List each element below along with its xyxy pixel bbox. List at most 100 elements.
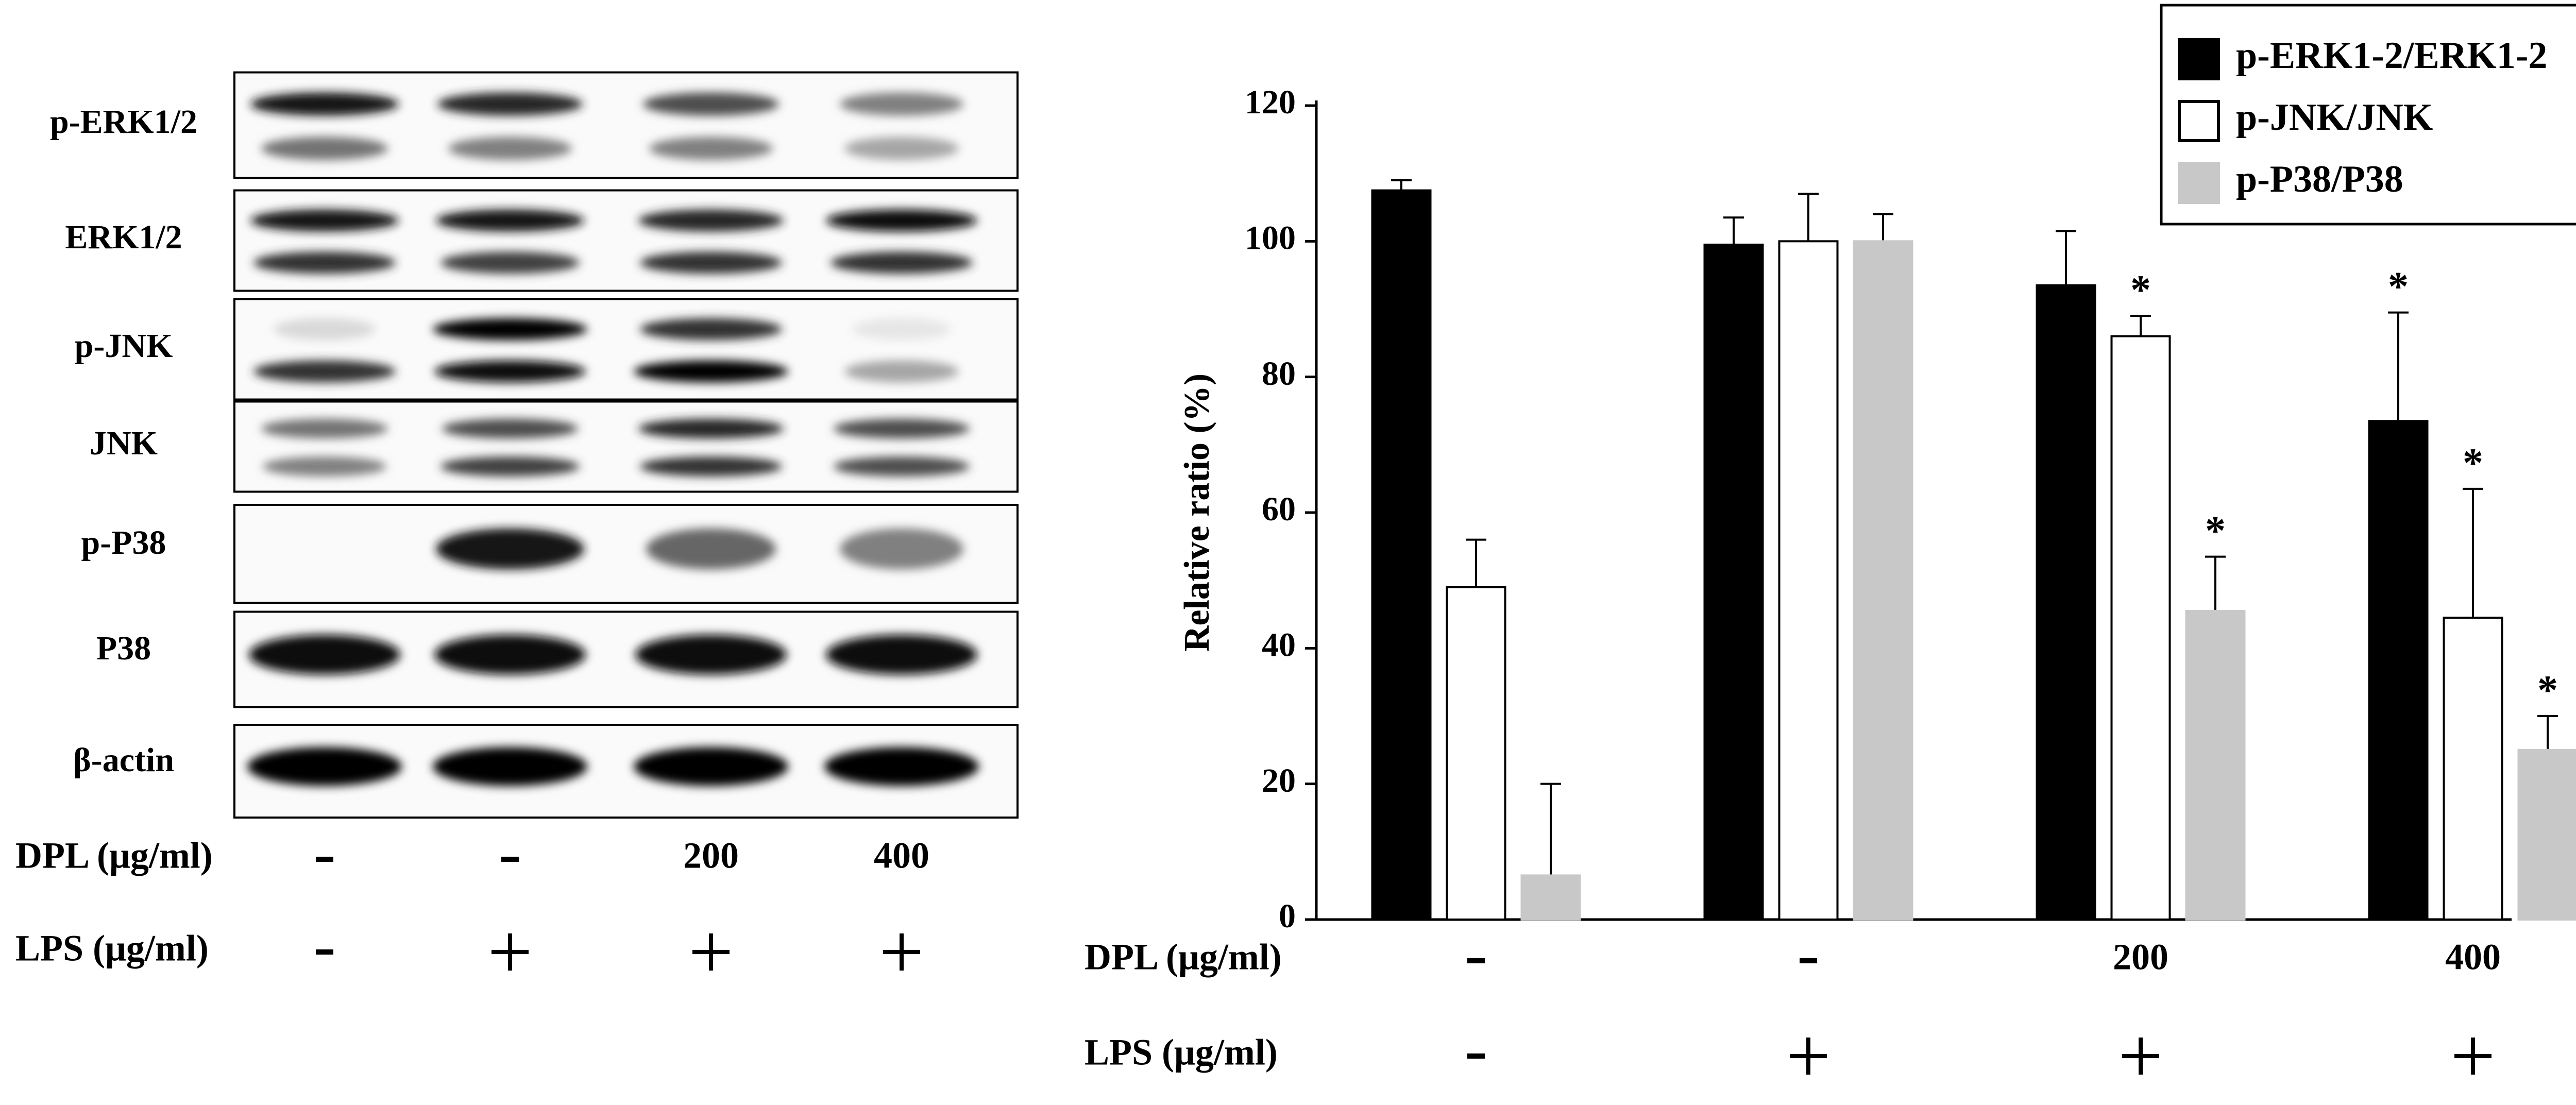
blot-label: p-P38 (81, 524, 166, 562)
bar (1703, 243, 1764, 921)
y-tick-label: 80 (1262, 355, 1296, 393)
blot-band (261, 137, 388, 160)
blot-condition-mark (492, 933, 529, 971)
blot-band (638, 209, 784, 232)
blot-band (844, 137, 959, 160)
legend-entry-label: p-P38/P38 (2236, 158, 2403, 200)
blot-band (261, 418, 388, 439)
blot-band (824, 747, 979, 786)
blot-band (253, 251, 396, 274)
legend-entry-label: p-ERK1-2/ERK1-2 (2236, 35, 2547, 77)
blot-band (840, 92, 963, 116)
blot-band (852, 318, 951, 341)
blot-band (638, 418, 784, 439)
y-tick-label: 120 (1245, 83, 1296, 121)
significance-marker: * (2388, 264, 2409, 310)
bar (2185, 609, 2246, 921)
y-tick-label: 40 (1262, 626, 1296, 664)
legend-swatch (2178, 100, 2220, 142)
bar (2110, 335, 2171, 921)
blot-condition-mark: 200 (683, 835, 739, 876)
blot-label: p-JNK (75, 327, 173, 365)
blot-band (635, 634, 787, 675)
blot-band (274, 318, 376, 341)
y-tick-label: 20 (1262, 762, 1296, 800)
blot-frame (233, 298, 1019, 401)
blot-band (250, 209, 399, 232)
legend-entry-label: p-JNK/JNK (2236, 96, 2433, 139)
blot-frame (233, 71, 1019, 179)
blot-band (844, 360, 959, 383)
blot-condition-mark (883, 933, 920, 971)
x-category-row-label: LPS (μg/ml) (1084, 1032, 1278, 1073)
blot-band (640, 456, 782, 477)
y-tick-label: 100 (1245, 219, 1296, 257)
blot-band (640, 318, 782, 341)
bar (1853, 240, 1913, 921)
significance-marker: * (2463, 440, 2483, 486)
blot-band (247, 747, 402, 786)
blot-band (834, 456, 970, 477)
blot-band (249, 634, 400, 675)
bar (1520, 874, 1581, 921)
blot-band (649, 137, 773, 160)
blot-band (263, 456, 386, 477)
bar (1446, 586, 1506, 921)
blot-band (834, 418, 970, 439)
blot-frame (233, 189, 1019, 292)
legend-swatch (2178, 162, 2220, 204)
blot-band (634, 360, 788, 383)
blot-condition-label: DPL (μg/ml) (15, 835, 213, 876)
bar-chart-panel: 0 20 40 60 80 100 120 Relative ratio (%) * * * * * DP… (1084, 4, 2576, 1075)
blot-band (826, 634, 977, 675)
legend-frame (2160, 4, 2576, 226)
x-category-mark (2454, 1038, 2492, 1075)
blot-condition-mark (692, 933, 730, 971)
blot-label: JNK (90, 424, 158, 462)
x-category-mark (1790, 1038, 1827, 1075)
bar (2443, 617, 2503, 921)
legend-swatch (2178, 38, 2220, 80)
x-category-row-label: DPL (μg/ml) (1084, 937, 1282, 978)
blot-band (640, 251, 782, 274)
bar (1778, 240, 1839, 921)
blot-band (440, 456, 580, 477)
y-tick-label: 0 (1279, 897, 1296, 935)
significance-marker: * (2537, 668, 2558, 713)
significance-marker: * (2130, 268, 2151, 313)
blot-label: P38 (96, 630, 151, 667)
blot-band (634, 747, 788, 786)
blot-label: β-actin (73, 741, 174, 779)
blot-band (646, 528, 776, 570)
blot-band (436, 528, 584, 570)
bar (2036, 284, 2096, 921)
blot-band (250, 92, 399, 116)
bar (2517, 749, 2576, 921)
bar (2368, 420, 2429, 921)
western-blot-panel: p-ERK1/2 ERK1/2 p-JNK JNK p-P38 P38 β-actin DPL… (15, 71, 1019, 971)
blot-band (433, 747, 587, 786)
y-tick-label: 60 (1262, 490, 1296, 528)
x-category-mark (2122, 1038, 2159, 1075)
blot-band (436, 209, 584, 232)
blot-band (840, 528, 963, 570)
blot-band (440, 251, 580, 274)
x-category-mark: 400 (2445, 937, 2501, 978)
blot-band (253, 360, 396, 383)
blot-label: p-ERK1/2 (50, 103, 197, 141)
blot-band (437, 92, 583, 116)
y-axis-label: Relative ratio (%) (1177, 373, 1217, 652)
blot-band (433, 318, 587, 341)
blot-label: ERK1/2 (65, 218, 182, 256)
blot-band (826, 209, 977, 232)
blot-frame (233, 400, 1019, 493)
bar (1371, 189, 1432, 921)
legend: p-ERK1-2/ERK1-2 p-JNK/JNK p-P38/P38 (2160, 4, 2576, 226)
blot-condition-label: LPS (μg/ml) (15, 928, 209, 969)
x-category-mark: 200 (2113, 937, 2168, 978)
blot-band (831, 251, 973, 274)
significance-marker: * (2205, 508, 2226, 554)
blot-band (434, 360, 586, 383)
blot-band (643, 92, 779, 116)
